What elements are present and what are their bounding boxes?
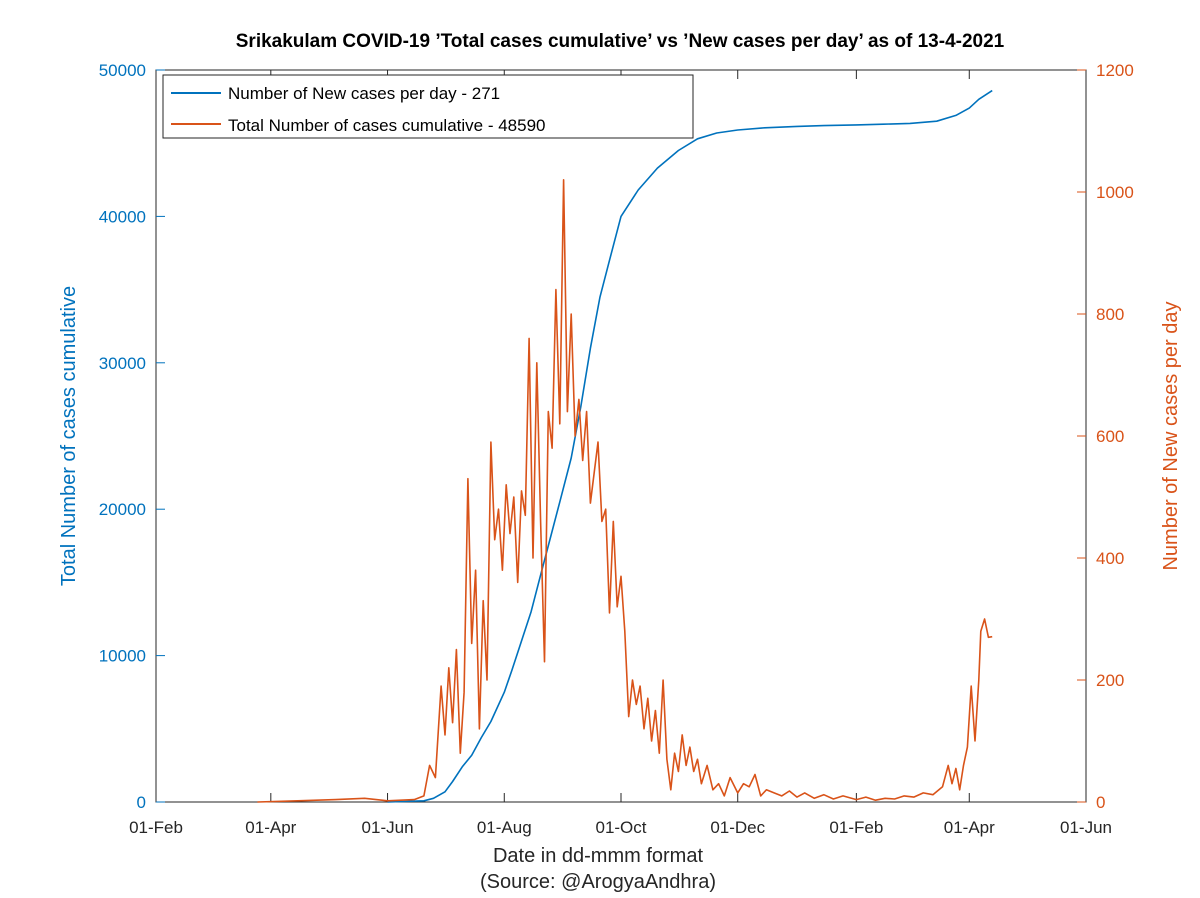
x-axis-label: Date in dd-mmm format (493, 845, 703, 867)
x-axis-ticks: 01-Feb 01-Apr 01-Jun 01-Aug 01-Oct 01-Dec 01-F… (129, 70, 1112, 837)
right-y-axis-label: Number of New cases per day (1160, 301, 1182, 570)
legend-box (162, 74, 694, 139)
chart-title: Srikakulam COVID-19 ’Total cases cumulat… (236, 31, 1005, 52)
right-y-tick-label: 1000 (1096, 183, 1134, 202)
x-tick-label: 01-Apr (245, 818, 296, 837)
right-y-tick-label: 600 (1096, 427, 1124, 446)
left-y-tick-label: 40000 (99, 207, 146, 226)
x-tick-label: 01-Feb (829, 818, 883, 837)
x-tick-label: 01-Oct (595, 818, 646, 837)
legend-label-total-cases: Total Number of cases cumulative - 48590 (228, 116, 546, 135)
x-tick-label: 01-Dec (710, 818, 765, 837)
right-y-tick-label: 800 (1096, 305, 1124, 324)
right-y-tick-label: 400 (1096, 549, 1124, 568)
right-y-axis-ticks: 0 200 400 600 800 1000 1200 (1077, 61, 1134, 812)
x-tick-label: 01-Jun (1060, 818, 1112, 837)
x-tick-label: 01-Apr (944, 818, 995, 837)
x-tick-label: 01-Aug (477, 818, 532, 837)
left-y-tick-label: 30000 (99, 354, 146, 373)
right-y-tick-label: 0 (1096, 793, 1105, 812)
left-y-tick-label: 10000 (99, 647, 146, 666)
left-y-tick-label: 0 (137, 793, 146, 812)
left-y-axis-label: Total Number of cases cumulative (58, 286, 80, 586)
right-y-tick-label: 200 (1096, 671, 1124, 690)
right-y-tick-label: 1200 (1096, 61, 1134, 80)
x-tick-label: 01-Jun (362, 818, 414, 837)
legend-label-new-cases: Number of New cases per day - 271 (228, 84, 500, 103)
series-layer (257, 89, 993, 803)
legend: Number of New cases per day - 271 Total … (162, 74, 694, 139)
series-line-total-cases (257, 179, 993, 803)
left-y-tick-label: 20000 (99, 500, 146, 519)
x-tick-label: 01-Feb (129, 818, 183, 837)
source-note: (Source: @ArogyaAndhra) (480, 871, 716, 893)
series-line-new-cases (387, 89, 993, 803)
left-y-tick-label: 50000 (99, 61, 146, 80)
left-y-axis-ticks: 0 10000 20000 30000 40000 50000 (99, 61, 165, 812)
